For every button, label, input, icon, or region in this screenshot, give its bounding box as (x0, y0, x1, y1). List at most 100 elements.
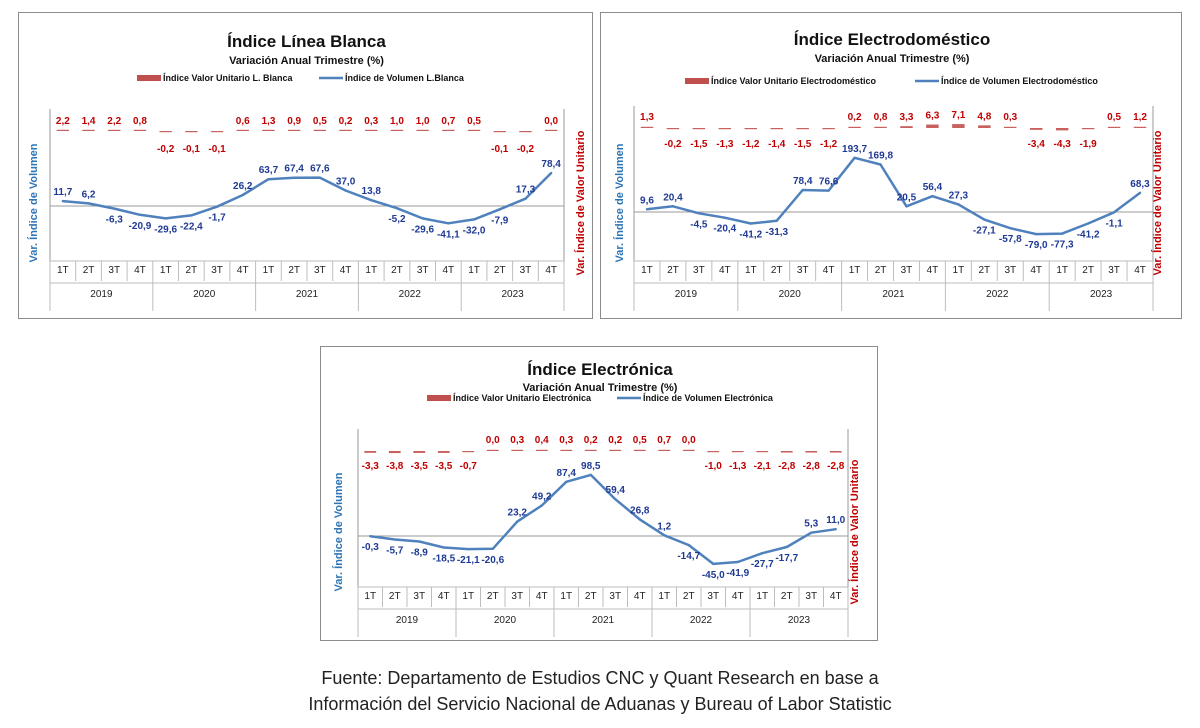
unit-value-data-label: -0,7 (460, 461, 478, 472)
quarter-tick-label: 2T (771, 265, 783, 276)
volume-data-label: -14,7 (677, 551, 700, 562)
volume-data-label: -21,1 (457, 555, 480, 566)
volume-data-label: 5,3 (804, 519, 818, 530)
quarter-tick-label: 2T (391, 265, 403, 276)
quarter-tick-label: 1T (364, 591, 376, 602)
chart-electronica: Índice Electrónica Variación Anual Trimes… (320, 346, 878, 641)
unit-value-data-label: -2,8 (827, 461, 845, 472)
volume-data-label: -29,6 (154, 224, 177, 235)
quarter-tick-label: 1T (560, 591, 572, 602)
volume-data-label: -18,5 (432, 553, 455, 564)
volume-point (712, 562, 715, 566)
volume-point (983, 218, 986, 221)
unit-value-bar (1133, 126, 1147, 128)
quarter-tick-label: 1T (468, 265, 480, 276)
year-tick-label: 2021 (592, 615, 615, 626)
quarter-tick-label: 2T (494, 265, 506, 276)
quarter-tick-label: 2T (186, 265, 198, 276)
unit-value-bar (442, 129, 455, 131)
unit-value-data-label: -0,2 (517, 144, 535, 155)
y-axis-title-right: Var. Índice de Valor Unitario (1151, 130, 1164, 275)
volume-point (1009, 226, 1012, 230)
unit-value-bar (1107, 126, 1121, 128)
unit-value-data-label: -1,3 (716, 139, 734, 150)
quarter-tick-label: 4T (237, 265, 249, 276)
volume-data-label: -20,6 (481, 555, 504, 566)
unit-value-data-label: 0,8 (133, 116, 147, 127)
volume-data-label: -41,2 (739, 230, 762, 241)
quarter-tick-label: 2T (978, 265, 990, 276)
year-tick-label: 2022 (986, 289, 1009, 300)
unit-value-bar (952, 124, 965, 128)
unit-value-bar (805, 451, 818, 453)
quarter-tick-label: 1T (658, 591, 670, 602)
quarter-tick-label: 4T (443, 265, 455, 276)
unit-value-data-label: 0,3 (510, 435, 524, 446)
unit-value-data-label: -0,1 (491, 144, 509, 155)
volume-point (827, 189, 830, 192)
quarter-tick-label: 3T (797, 265, 809, 276)
volume-data-label: -41,2 (1077, 230, 1100, 241)
volume-point (723, 216, 727, 219)
quarter-tick-label: 4T (823, 265, 835, 276)
volume-data-label: 27,3 (949, 190, 969, 201)
volume-point (395, 206, 399, 210)
unit-value-data-label: 0,7 (657, 435, 671, 446)
unit-value-bar (658, 449, 671, 451)
year-tick-label: 2021 (882, 289, 905, 300)
unit-value-data-label: -3,4 (1028, 139, 1046, 150)
volume-point (447, 222, 450, 225)
unit-value-bar (133, 129, 147, 131)
volume-point (775, 219, 778, 222)
volume-point (931, 195, 934, 198)
unit-value-bar (339, 129, 352, 131)
volume-data-label: -27,1 (973, 226, 996, 237)
volume-point (785, 545, 788, 549)
volume-point (164, 217, 167, 220)
volume-data-label: 11,7 (53, 187, 72, 198)
volume-point (879, 163, 882, 166)
unit-value-bar (365, 129, 378, 131)
volume-point (393, 538, 396, 541)
unit-value-bar (1081, 128, 1095, 130)
source-note-line-2: Información del Servicio Nacional de Adu… (308, 694, 892, 714)
volume-series-line (62, 172, 552, 225)
volume-point (190, 214, 193, 217)
unit-value-bar (770, 128, 783, 130)
year-tick-label: 2022 (399, 289, 422, 300)
unit-value-bar (416, 129, 429, 131)
volume-data-label: 98,5 (581, 461, 601, 472)
unit-value-bar (493, 131, 506, 133)
volume-data-label: 76,6 (819, 177, 839, 188)
volume-data-label: -6,3 (106, 215, 124, 226)
unit-value-bar (287, 129, 301, 131)
unit-value-bar (1055, 128, 1069, 131)
unit-value-bar (56, 129, 70, 131)
unit-value-data-label: 0,0 (544, 116, 558, 127)
unit-value-bar (692, 128, 706, 130)
volume-data-label: -77,3 (1051, 240, 1074, 251)
year-tick-label: 2019 (396, 615, 419, 626)
volume-point (113, 207, 116, 210)
volume-data-label: -41,9 (726, 568, 749, 579)
y-axis-title-left: Var. Índice de Volumen (27, 143, 40, 262)
volume-point (736, 560, 739, 564)
unit-value-data-label: -0,1 (183, 144, 201, 155)
y-axis-title-right: Var. Índice de Valor Unitario (574, 130, 587, 275)
volume-point (645, 208, 649, 211)
y-axis-title-right: Var. Índice de Valor Unitario (848, 459, 861, 604)
chart-linea-blanca-svg: Índice Línea Blanca Variación Anual Trime… (27, 32, 587, 311)
quarter-tick-label: 1T (745, 265, 757, 276)
unit-value-data-label: -1,3 (729, 461, 747, 472)
quarter-tick-label: 1T (462, 591, 474, 602)
unit-value-bar (707, 451, 720, 453)
volume-point (761, 551, 764, 555)
year-tick-label: 2020 (494, 615, 517, 626)
volume-data-label: -20,4 (713, 224, 736, 235)
volume-data-label: 26,8 (630, 505, 650, 516)
unit-value-data-label: -1,9 (1080, 139, 1098, 150)
legend-volume-label: Índice de Volumen L.Blanca (345, 73, 465, 83)
volume-point (565, 480, 568, 484)
quarter-tick-label: 3T (211, 265, 223, 276)
unit-value-bar (978, 125, 991, 128)
